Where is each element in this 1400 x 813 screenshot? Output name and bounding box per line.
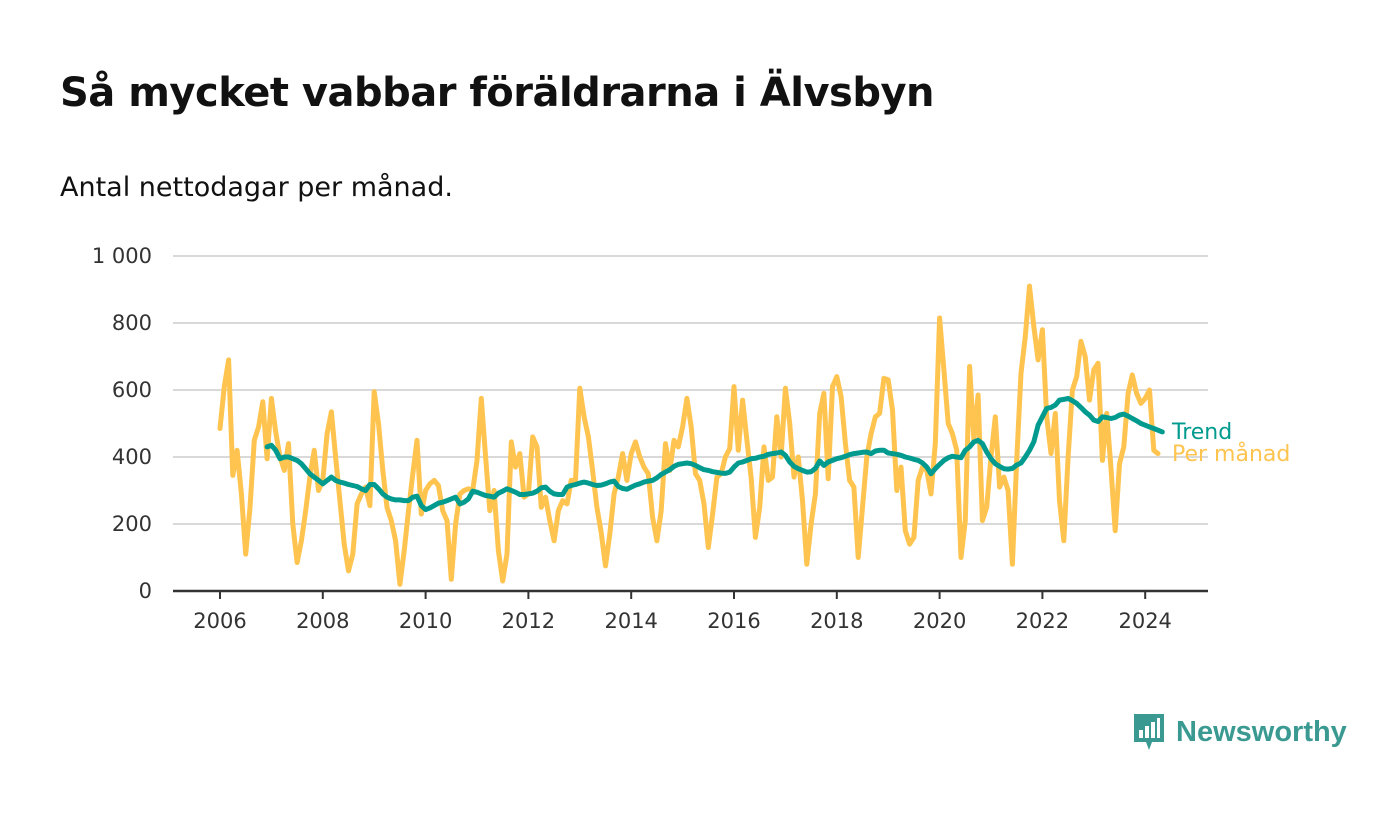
monthly-line bbox=[217, 283, 1161, 587]
chart-title: Så mycket vabbar föräldrarna i Älvsbyn bbox=[60, 70, 935, 116]
trend-series-label: Trend bbox=[1171, 420, 1232, 445]
x-tick-label: 2022 bbox=[1016, 609, 1069, 633]
x-axis-ticks: 2006 2008 2010 2012 2014 2016 2018 2020 2022 2024 bbox=[193, 591, 1172, 633]
y-axis-ticks: 0 200 400 600 800 1 000 bbox=[92, 244, 152, 603]
newsworthy-logo-icon bbox=[1134, 714, 1164, 750]
newsworthy-logo: Newsworthy bbox=[1132, 712, 1347, 752]
y-tick-label: 600 bbox=[112, 378, 152, 402]
y-tick-label: 1 000 bbox=[92, 244, 152, 268]
x-tick-label: 2008 bbox=[296, 609, 349, 633]
y-tick-label: 800 bbox=[112, 311, 152, 335]
trend-line bbox=[264, 395, 1165, 513]
y-tick-label: 400 bbox=[112, 445, 152, 469]
newsworthy-logo-text: Newsworthy bbox=[1176, 715, 1347, 748]
series-lines bbox=[217, 283, 1165, 587]
x-tick-label: 2024 bbox=[1118, 609, 1171, 633]
monthly-series-label: Per månad bbox=[1172, 441, 1290, 467]
x-tick-label: 2010 bbox=[399, 609, 452, 633]
x-tick-label: 2014 bbox=[604, 609, 657, 633]
x-tick-label: 2006 bbox=[193, 609, 246, 633]
x-tick-label: 2016 bbox=[707, 609, 760, 633]
chart-subtitle: Antal nettodagar per månad. bbox=[60, 172, 453, 203]
x-tick-label: 2012 bbox=[502, 609, 555, 633]
y-tick-label: 0 bbox=[139, 579, 152, 603]
y-tick-label: 200 bbox=[112, 512, 152, 536]
x-tick-label: 2020 bbox=[913, 609, 966, 633]
x-tick-label: 2018 bbox=[810, 609, 863, 633]
